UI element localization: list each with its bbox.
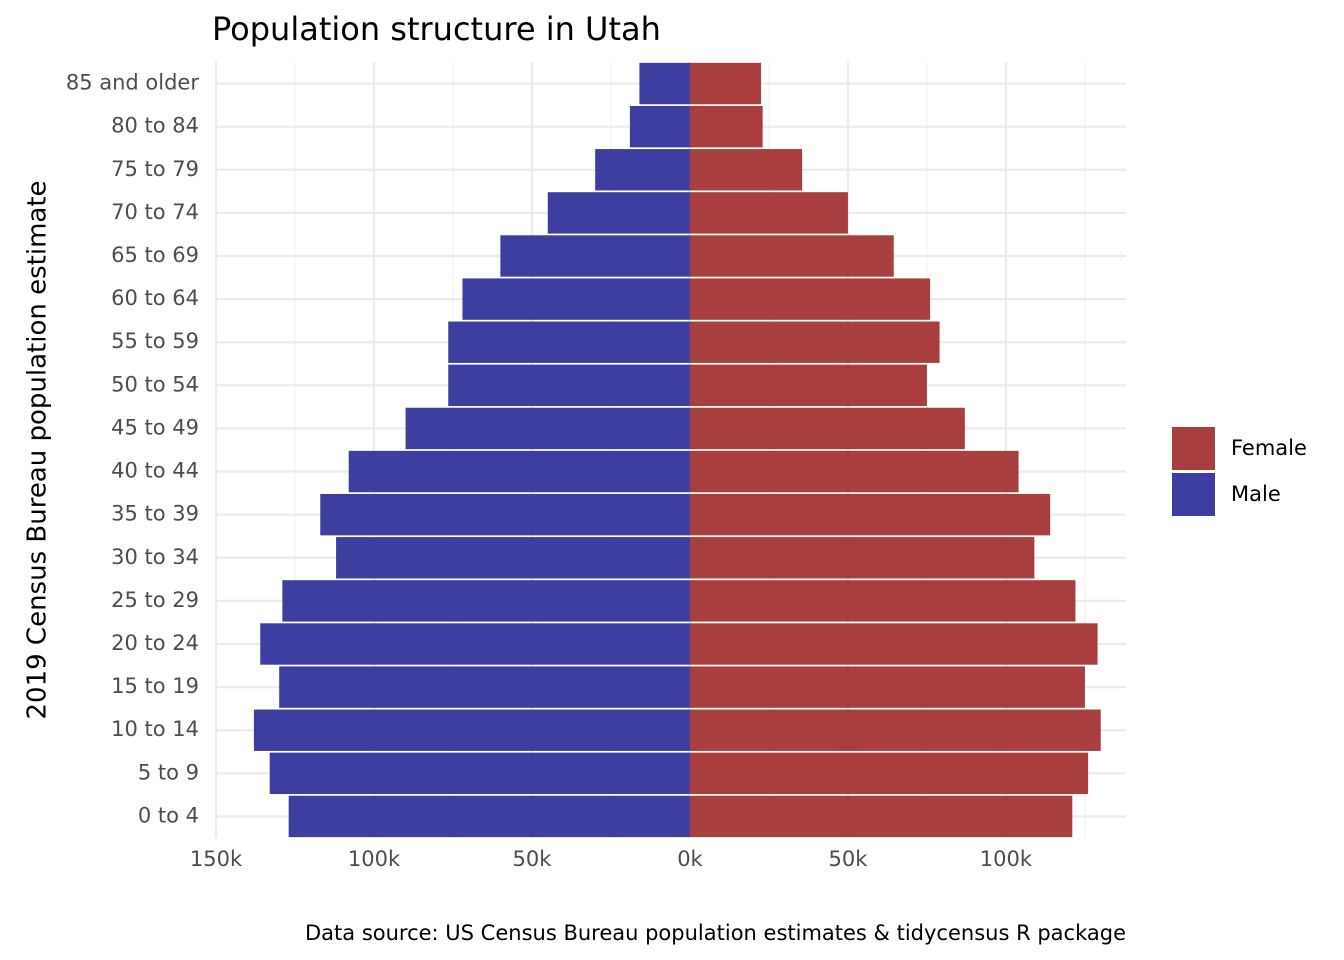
bar-male <box>253 709 690 751</box>
bar-female <box>689 321 940 363</box>
bar-female <box>689 278 931 320</box>
bar-female <box>689 795 1073 838</box>
legend-swatch-female <box>1172 427 1215 470</box>
y-tick-label: 80 to 84 <box>111 114 199 138</box>
x-tick-labels: 150k 100k 50k 0k 50k 100k <box>190 847 1033 871</box>
x-tick-label: 50k <box>513 847 553 871</box>
y-tick-label: 60 to 64 <box>111 286 199 310</box>
bar-male <box>448 321 690 363</box>
y-tick-label: 10 to 14 <box>111 717 199 741</box>
legend-swatch-male <box>1172 473 1215 516</box>
bar-male <box>448 364 690 407</box>
caption: Data source: US Census Bureau population… <box>305 921 1126 945</box>
y-tick-label: 70 to 74 <box>111 200 199 224</box>
y-tick-label: 30 to 34 <box>111 545 199 569</box>
bar-male <box>405 407 690 450</box>
bar-male <box>639 62 690 105</box>
y-tick-label: 50 to 54 <box>111 372 199 396</box>
y-tick-label: 35 to 39 <box>111 502 199 526</box>
x-tick-label: 150k <box>190 847 243 871</box>
bar-female <box>689 105 763 148</box>
bar-female <box>689 709 1101 751</box>
bar-male <box>288 795 690 838</box>
bar-female <box>689 493 1051 536</box>
bars <box>253 62 1101 838</box>
bar-female <box>689 537 1035 579</box>
y-tick-label: 25 to 29 <box>111 588 199 612</box>
bar-male <box>320 493 690 536</box>
bar-female <box>689 62 762 105</box>
bar-male <box>629 105 690 148</box>
y-tick-labels: 0 to 4 5 to 9 10 to 14 15 to 19 20 to 24 25 t… <box>66 71 200 828</box>
bar-female <box>689 149 803 191</box>
bar-female <box>689 407 965 450</box>
bar-female <box>689 192 848 234</box>
bar-female <box>689 666 1085 708</box>
x-tick-label: 100k <box>348 847 401 871</box>
y-tick-label: 5 to 9 <box>138 760 199 784</box>
x-tick-label: 100k <box>980 847 1033 871</box>
bar-male <box>336 537 690 579</box>
y-tick-label: 85 and older <box>66 71 200 95</box>
bar-male <box>282 580 690 622</box>
y-tick-label: 55 to 59 <box>111 329 199 353</box>
bar-male <box>269 752 690 795</box>
y-tick-label: 65 to 69 <box>111 243 199 267</box>
y-tick-label: 40 to 44 <box>111 459 199 483</box>
bar-male <box>547 192 690 234</box>
bar-female <box>689 364 927 407</box>
y-tick-label: 45 to 49 <box>111 415 199 439</box>
bar-male <box>595 149 690 191</box>
legend-label-female: Female <box>1231 436 1307 460</box>
bar-male <box>279 666 690 708</box>
bar-male <box>462 278 690 320</box>
legend: Female Male <box>1172 427 1307 516</box>
bar-female <box>689 623 1098 665</box>
y-axis-label: 2019 Census Bureau population estimate <box>23 180 53 719</box>
bar-female <box>689 752 1089 795</box>
y-tick-label: 20 to 24 <box>111 631 199 655</box>
y-tick-label: 75 to 79 <box>111 157 199 181</box>
bar-male <box>500 235 690 277</box>
legend-label-male: Male <box>1231 482 1281 506</box>
x-tick-label: 50k <box>828 847 868 871</box>
y-tick-label: 0 to 4 <box>138 803 199 827</box>
bar-female <box>689 235 894 277</box>
bar-female <box>689 580 1076 622</box>
bar-female <box>689 450 1019 493</box>
y-tick-label: 15 to 19 <box>111 674 199 698</box>
bar-male <box>260 623 690 665</box>
bar-male <box>348 450 690 493</box>
chart-title: Population structure in Utah <box>212 10 661 48</box>
x-tick-label: 0k <box>677 847 703 871</box>
